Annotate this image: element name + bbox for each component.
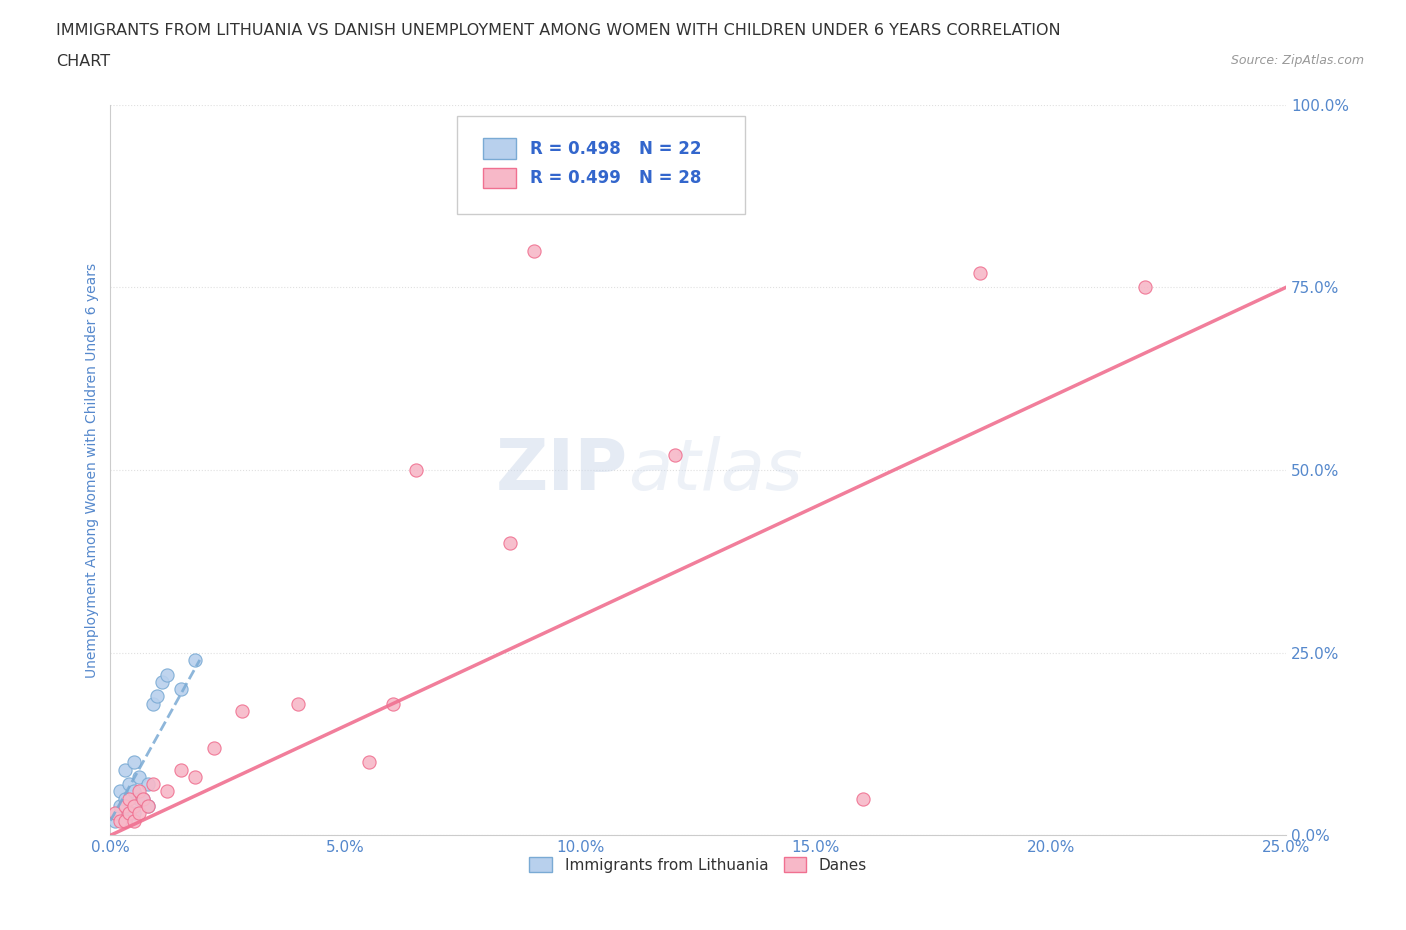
Point [122, 784, 145, 799]
Point [969, 265, 991, 280]
Point [202, 740, 225, 755]
Point [1133, 280, 1156, 295]
Point [114, 762, 136, 777]
Point [108, 813, 131, 828]
Point [184, 769, 207, 784]
Point [122, 799, 145, 814]
Point [142, 697, 165, 711]
Point [405, 462, 427, 477]
Point [499, 536, 522, 551]
Point [114, 813, 136, 828]
Point [287, 697, 309, 711]
Point [128, 791, 150, 806]
Text: R = 0.499: R = 0.499 [530, 168, 621, 187]
Point [523, 244, 546, 259]
Point [122, 755, 145, 770]
Point [118, 806, 141, 821]
Point [132, 791, 155, 806]
Point [104, 813, 127, 828]
Point [357, 755, 380, 770]
Bar [484, 167, 516, 188]
Point [381, 697, 404, 711]
Text: IMMIGRANTS FROM LITHUANIA VS DANISH UNEMPLOYMENT AMONG WOMEN WITH CHILDREN UNDER: IMMIGRANTS FROM LITHUANIA VS DANISH UNEM… [56, 23, 1062, 38]
Point [142, 777, 165, 791]
Point [150, 674, 173, 689]
Point [118, 806, 141, 821]
Text: CHART: CHART [56, 54, 110, 69]
Point [128, 784, 150, 799]
Point [108, 799, 131, 814]
Point [136, 799, 159, 814]
Point [184, 653, 207, 668]
Text: ZIP: ZIP [495, 435, 627, 504]
Point [108, 784, 131, 799]
Point [852, 791, 875, 806]
Text: R = 0.498: R = 0.498 [530, 140, 621, 157]
Text: N = 28: N = 28 [640, 168, 702, 187]
Point [136, 777, 159, 791]
Point [664, 448, 686, 463]
FancyBboxPatch shape [457, 115, 745, 214]
Point [114, 799, 136, 814]
Point [170, 682, 193, 697]
Point [128, 769, 150, 784]
Point [136, 799, 159, 814]
Point [118, 777, 141, 791]
Legend: Immigrants from Lithuania, Danes: Immigrants from Lithuania, Danes [523, 851, 873, 879]
Y-axis label: Unemployment Among Women with Children Under 6 years: Unemployment Among Women with Children U… [86, 262, 100, 678]
Point [231, 704, 253, 719]
Point [122, 813, 145, 828]
Point [104, 806, 127, 821]
Text: Source: ZipAtlas.com: Source: ZipAtlas.com [1230, 54, 1364, 67]
Bar [484, 139, 516, 159]
Text: N = 22: N = 22 [640, 140, 702, 157]
Point [132, 791, 155, 806]
Point [114, 813, 136, 828]
Point [146, 689, 169, 704]
Point [122, 806, 145, 821]
Text: atlas: atlas [627, 435, 803, 504]
Point [156, 667, 179, 682]
Point [114, 791, 136, 806]
Point [170, 762, 193, 777]
Point [118, 791, 141, 806]
Point [128, 806, 150, 821]
Point [156, 784, 179, 799]
